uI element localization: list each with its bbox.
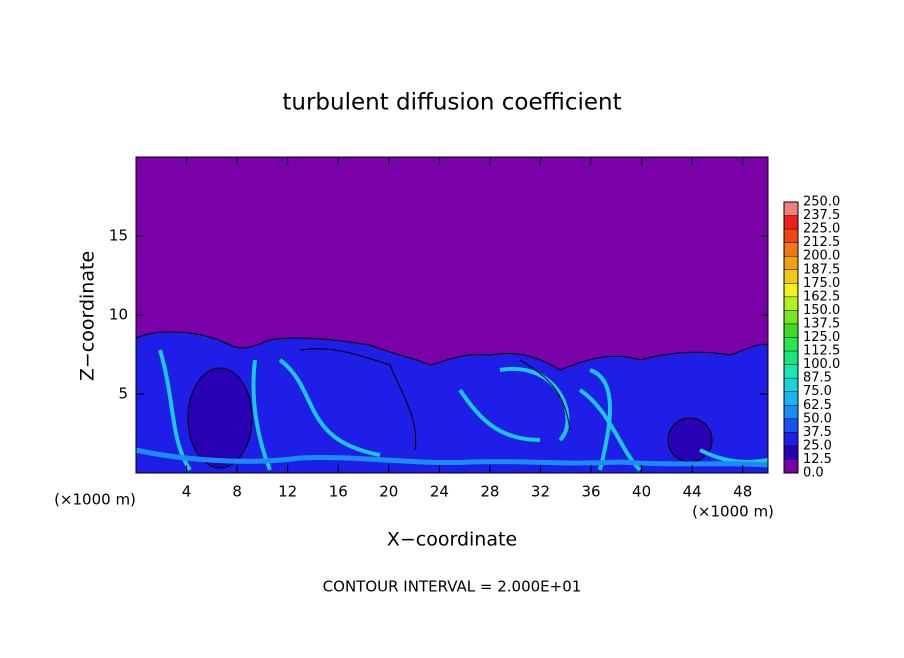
y-tick-label: 10 — [109, 306, 128, 324]
x-tick-label: 36 — [581, 483, 600, 501]
colorbar-label: 200.0 — [803, 249, 840, 264]
colorbar-label: 12.5 — [803, 452, 832, 467]
colorbar-band — [784, 337, 798, 352]
y-tick-label: 5 — [118, 385, 128, 403]
field-streak — [158, 349, 769, 472]
colorbar-band — [784, 269, 798, 284]
x-tick-label: 44 — [683, 483, 702, 501]
colorbar-band — [784, 418, 798, 433]
field-cell — [187, 367, 253, 469]
x-tick-label: 4 — [182, 483, 192, 501]
x-tick-label: 24 — [430, 483, 449, 501]
colorbar-label: 50.0 — [803, 411, 832, 426]
colorbar-band — [784, 405, 798, 419]
colorbar-label: 112.5 — [803, 344, 840, 359]
colorbar-band — [784, 242, 798, 257]
x-tick-label: 20 — [379, 483, 398, 501]
colorbar-band — [784, 391, 798, 406]
colorbar-label: 150.0 — [803, 303, 840, 318]
colorbar-band — [784, 364, 798, 379]
colorbar-band — [784, 378, 798, 392]
x-unit-label: (×1000 m) — [54, 491, 136, 509]
colorbar-band — [784, 215, 798, 230]
colorbar-label: 62.5 — [803, 398, 832, 413]
colorbar-label: 225.0 — [803, 222, 840, 237]
x-tick-label: 48 — [733, 483, 752, 501]
colorbar-label: 0.0 — [803, 466, 824, 481]
y-axis-label: Z−coordinate — [77, 251, 99, 381]
colorbar-band — [784, 351, 798, 365]
colorbar-label: 187.5 — [803, 262, 840, 277]
colorbar-band — [784, 296, 798, 311]
contour-line — [299, 348, 571, 451]
colorbar-label: 175.0 — [803, 276, 840, 291]
colorbar-band — [784, 256, 798, 270]
colorbar-label: 237.5 — [803, 208, 840, 223]
field-cell — [667, 417, 713, 463]
colorbar-label: 100.0 — [803, 357, 840, 372]
x-tick-label: 40 — [632, 483, 651, 501]
colorbar-label: 137.5 — [803, 316, 840, 331]
colorbar-band — [784, 323, 798, 338]
colorbar-band — [784, 459, 798, 473]
colorbar-band — [784, 445, 798, 460]
x-tick-label: 28 — [480, 483, 499, 501]
colorbar-label: 37.5 — [803, 425, 832, 440]
colorbar-label: 87.5 — [803, 371, 832, 386]
colorbar-band — [784, 202, 798, 216]
colorbar-band — [784, 310, 798, 324]
colorbar-band — [784, 432, 798, 446]
x-tick-label: 16 — [329, 483, 348, 501]
colorbar-band — [784, 283, 798, 297]
x-unit-label: (×1000 m) — [692, 503, 774, 521]
field-streak — [135, 447, 769, 468]
colorbar-label: 125.0 — [803, 330, 840, 345]
x-tick-label: 12 — [278, 483, 297, 501]
colorbar-label: 212.5 — [803, 235, 840, 250]
colorbar-label: 250.0 — [803, 195, 840, 210]
field — [135, 157, 769, 474]
field-region — [135, 331, 769, 474]
chart-title: turbulent diffusion coefficient — [282, 90, 621, 116]
colorbar-label: 25.0 — [803, 438, 832, 453]
y-tick-label: 15 — [109, 227, 128, 245]
x-axis-label: X−coordinate — [387, 529, 517, 551]
colorbar-label: 75.0 — [803, 384, 832, 399]
colorbar-band — [784, 229, 798, 243]
x-tick-label: 32 — [531, 483, 550, 501]
colorbar-label: 162.5 — [803, 289, 840, 304]
x-tick-label: 8 — [232, 483, 242, 501]
footer-note: CONTOUR INTERVAL = 2.000E+01 — [323, 578, 582, 596]
